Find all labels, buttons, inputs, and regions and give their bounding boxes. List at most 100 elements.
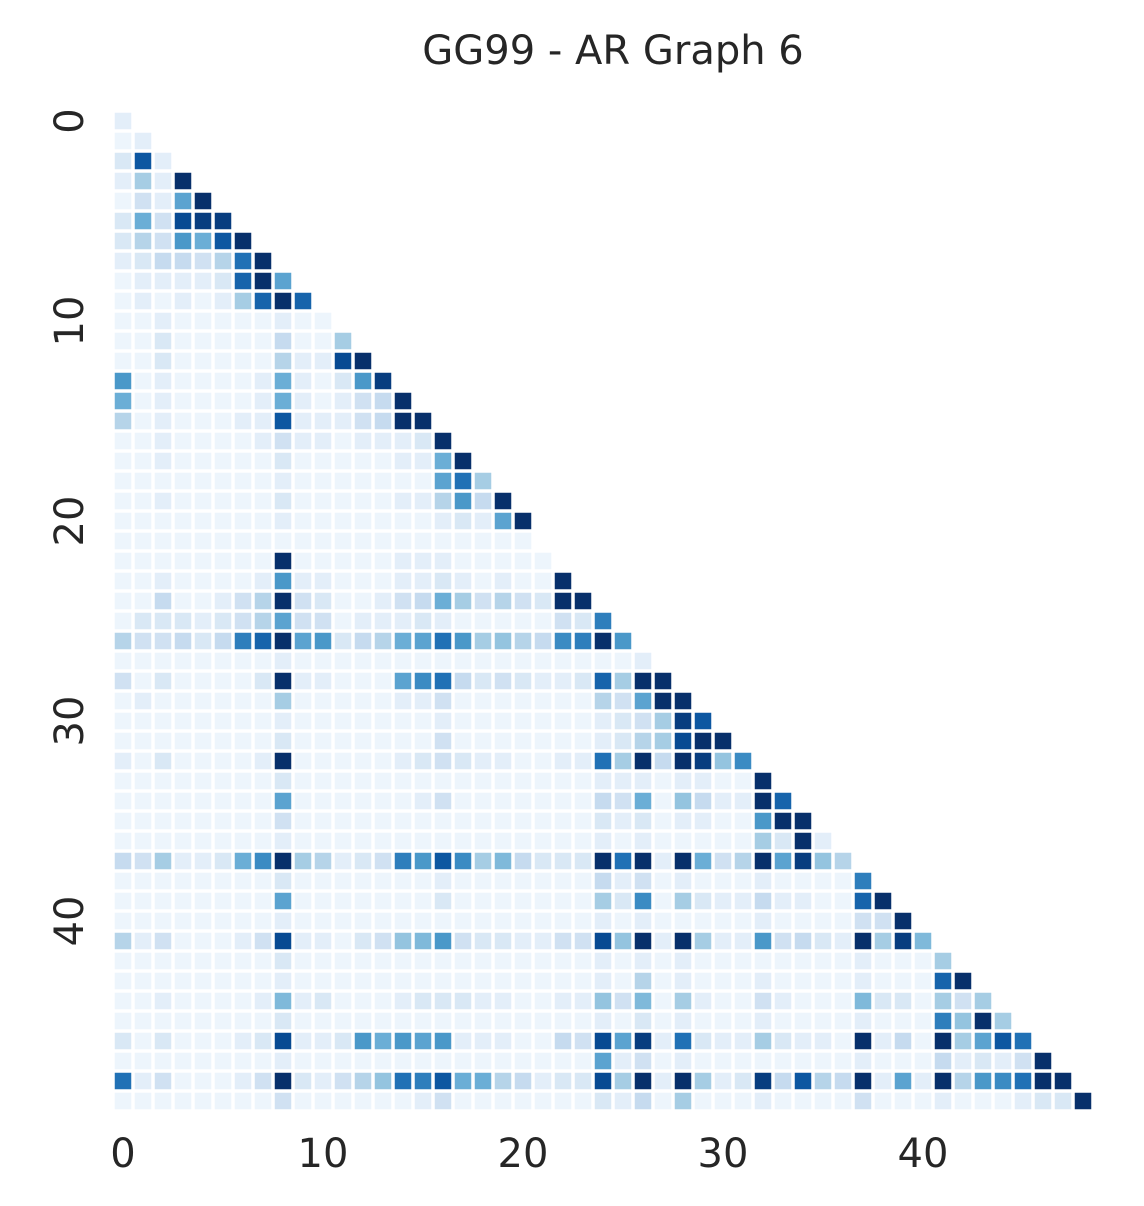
heatmap-cell <box>274 972 292 990</box>
heatmap-cell <box>274 352 292 370</box>
heatmap-cell <box>234 672 252 690</box>
heatmap-cell <box>214 492 232 510</box>
heatmap-cell <box>274 952 292 970</box>
heatmap-cell <box>154 652 172 670</box>
heatmap-cell <box>434 952 452 970</box>
heatmap-cell <box>434 892 452 910</box>
heatmap-cell <box>234 912 252 930</box>
heatmap-cell <box>394 672 412 690</box>
heatmap-cell <box>374 912 392 930</box>
heatmap-cell <box>234 732 252 750</box>
heatmap-cell <box>314 552 332 570</box>
heatmap-cell <box>114 452 132 470</box>
heatmap-cell <box>474 912 492 930</box>
heatmap-cell <box>314 592 332 610</box>
heatmap-cell <box>914 992 932 1010</box>
heatmap-cell <box>614 1012 632 1030</box>
heatmap-cell <box>154 492 172 510</box>
heatmap-cell <box>174 872 192 890</box>
heatmap-cell <box>714 912 732 930</box>
heatmap-cell <box>454 932 472 950</box>
heatmap-cell <box>414 972 432 990</box>
heatmap-cell <box>614 1092 632 1110</box>
heatmap-cell <box>194 1092 212 1110</box>
heatmap-cell <box>794 832 812 850</box>
y-tick-label: 0 <box>47 108 93 133</box>
heatmap-cell <box>194 712 212 730</box>
heatmap-cell <box>974 1092 992 1110</box>
heatmap-cell <box>174 512 192 530</box>
heatmap-cell <box>674 872 692 890</box>
heatmap-cell <box>334 752 352 770</box>
heatmap-cell <box>454 672 472 690</box>
heatmap-cell <box>1014 1032 1032 1050</box>
heatmap-cell <box>394 852 412 870</box>
heatmap-cell <box>234 632 252 650</box>
heatmap-cell <box>814 872 832 890</box>
heatmap-cell <box>894 912 912 930</box>
heatmap-cell <box>114 632 132 650</box>
heatmap-cell <box>174 272 192 290</box>
heatmap-cell <box>434 492 452 510</box>
heatmap-cell <box>894 992 912 1010</box>
heatmap-cell <box>234 992 252 1010</box>
heatmap-cell <box>674 772 692 790</box>
heatmap-cell <box>254 832 272 850</box>
heatmap-cell <box>274 692 292 710</box>
heatmap-cell <box>214 372 232 390</box>
heatmap-cell <box>494 772 512 790</box>
heatmap-cell <box>274 652 292 670</box>
heatmap-cell <box>234 452 252 470</box>
heatmap-cell <box>894 1032 912 1050</box>
heatmap-cell <box>294 452 312 470</box>
heatmap-cell <box>574 792 592 810</box>
heatmap-cell <box>994 1032 1012 1050</box>
heatmap-cell <box>494 1072 512 1090</box>
heatmap-cell <box>614 632 632 650</box>
heatmap-cell <box>114 612 132 630</box>
heatmap-cell <box>734 992 752 1010</box>
heatmap-cell <box>614 732 632 750</box>
heatmap-cell <box>1054 1092 1072 1110</box>
heatmap-cell <box>774 892 792 910</box>
heatmap-cell <box>134 832 152 850</box>
heatmap-cell <box>174 1092 192 1110</box>
heatmap-cell <box>634 972 652 990</box>
heatmap-cell <box>334 892 352 910</box>
heatmap-cell <box>794 1052 812 1070</box>
heatmap-cell <box>694 932 712 950</box>
heatmap-cell <box>254 952 272 970</box>
heatmap-cell <box>114 992 132 1010</box>
heatmap-cell <box>694 972 712 990</box>
heatmap-cell <box>634 1072 652 1090</box>
heatmap-cell <box>174 292 192 310</box>
heatmap-cell <box>254 252 272 270</box>
heatmap-cell <box>114 432 132 450</box>
heatmap-cell <box>354 552 372 570</box>
heatmap-cell <box>434 1052 452 1070</box>
heatmap-cell <box>774 1092 792 1110</box>
heatmap-cell <box>514 532 532 550</box>
heatmap-cell <box>794 1012 812 1030</box>
heatmap-cell <box>914 932 932 950</box>
heatmap-cell <box>294 592 312 610</box>
heatmap-cell <box>914 1032 932 1050</box>
heatmap-cell <box>514 1052 532 1070</box>
heatmap-cell <box>794 1092 812 1110</box>
heatmap-cell <box>174 852 192 870</box>
heatmap-cell <box>414 472 432 490</box>
heatmap-cell <box>234 532 252 550</box>
heatmap-cell <box>154 692 172 710</box>
heatmap-cell <box>734 952 752 970</box>
heatmap-cell <box>334 792 352 810</box>
heatmap-cell <box>694 772 712 790</box>
heatmap-cell <box>394 552 412 570</box>
heatmap-cell <box>814 892 832 910</box>
heatmap-cell <box>654 872 672 890</box>
heatmap-cell <box>374 532 392 550</box>
heatmap-cell <box>254 732 272 750</box>
heatmap-cell <box>134 692 152 710</box>
heatmap-cell <box>414 652 432 670</box>
heatmap-cell <box>294 392 312 410</box>
